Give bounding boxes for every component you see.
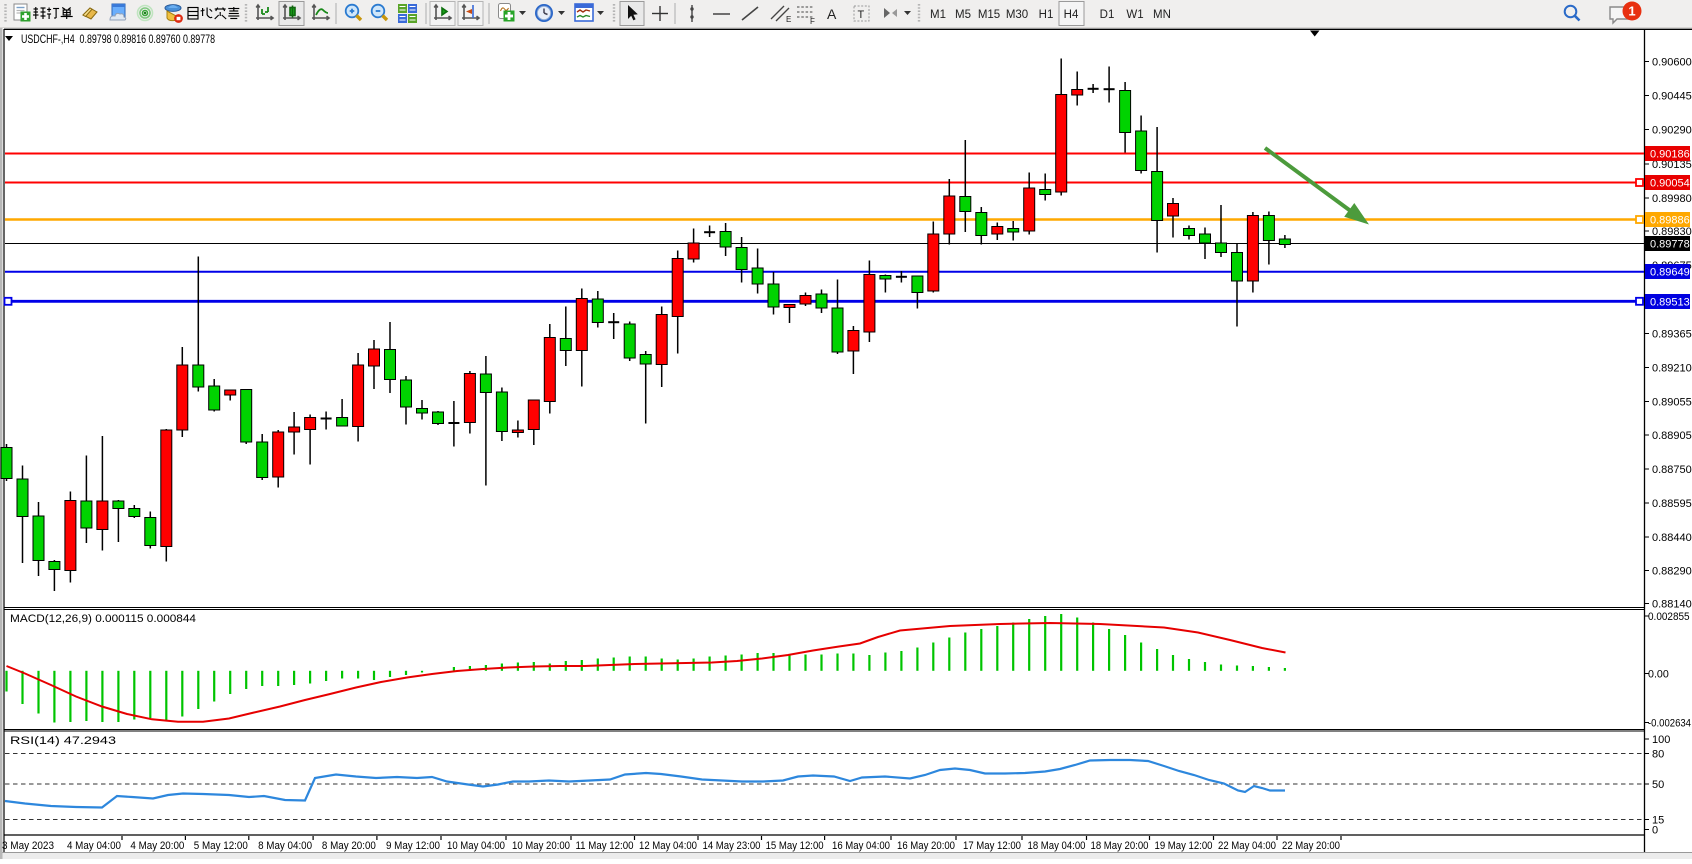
svg-text:W1: W1 [1126, 9, 1143, 21]
svg-text:80: 80 [1652, 749, 1664, 761]
svg-text:19 May 12:00: 19 May 12:00 [1155, 840, 1213, 852]
svg-text:12 May 04:00: 12 May 04:00 [639, 840, 697, 852]
svg-text:F: F [810, 17, 815, 26]
svg-text:18 May 20:00: 18 May 20:00 [1091, 840, 1149, 852]
svg-text:4 May 20:00: 4 May 20:00 [130, 840, 184, 852]
svg-text:0.89365: 0.89365 [1652, 329, 1692, 341]
svg-text:0.88750: 0.88750 [1652, 464, 1692, 476]
svg-text:8 May 04:00: 8 May 04:00 [258, 840, 312, 852]
svg-text:0.90135: 0.90135 [1652, 159, 1692, 171]
svg-text:15: 15 [1652, 815, 1664, 827]
svg-text:11 May 12:00: 11 May 12:00 [576, 840, 634, 852]
svg-text:MACD(12,26,9) 0.000115 0.00084: MACD(12,26,9) 0.000115 0.000844 [10, 613, 196, 625]
svg-text:M15: M15 [978, 9, 1000, 21]
svg-text:0.89055: 0.89055 [1652, 397, 1692, 409]
svg-text:0.90186: 0.90186 [1650, 149, 1690, 161]
svg-text:0.89886: 0.89886 [1650, 215, 1690, 227]
svg-text:4 May 04:00: 4 May 04:00 [67, 840, 121, 852]
svg-text:0.88440: 0.88440 [1652, 532, 1692, 544]
svg-text:16 May 04:00: 16 May 04:00 [832, 840, 890, 852]
svg-text:100: 100 [1652, 734, 1670, 746]
svg-text:0.90290: 0.90290 [1652, 125, 1692, 137]
svg-text:H1: H1 [1039, 9, 1054, 21]
svg-text:0.88140: 0.88140 [1652, 599, 1692, 611]
svg-text:10 May 20:00: 10 May 20:00 [512, 840, 570, 852]
svg-text:1: 1 [1628, 4, 1635, 19]
svg-text:A: A [827, 6, 837, 22]
svg-text:0.88595: 0.88595 [1652, 498, 1692, 510]
svg-text:0.89649: 0.89649 [1650, 267, 1690, 279]
svg-text:17 May 12:00: 17 May 12:00 [963, 840, 1021, 852]
svg-text:8 May 20:00: 8 May 20:00 [322, 840, 376, 852]
svg-text:M5: M5 [955, 9, 971, 21]
svg-text:0.88905: 0.88905 [1652, 430, 1692, 442]
svg-text:22 May 20:00: 22 May 20:00 [1282, 840, 1340, 852]
svg-text:M1: M1 [930, 9, 946, 21]
svg-text:10 May 04:00: 10 May 04:00 [447, 840, 505, 852]
svg-text:-0.002634: -0.002634 [1648, 718, 1691, 730]
svg-text:18 May 04:00: 18 May 04:00 [1028, 840, 1086, 852]
svg-text:0.89980: 0.89980 [1652, 193, 1692, 205]
svg-text:50: 50 [1652, 779, 1664, 791]
svg-text:0.89778: 0.89778 [1650, 239, 1690, 251]
svg-text:0.002855: 0.002855 [1648, 611, 1690, 623]
svg-text:0.90445: 0.90445 [1652, 91, 1692, 103]
svg-text:MN: MN [1153, 9, 1171, 21]
svg-text:0.00: 0.00 [1648, 669, 1669, 681]
svg-text:0.89830: 0.89830 [1652, 226, 1692, 238]
svg-text:RSI(14) 47.2943: RSI(14) 47.2943 [10, 735, 116, 747]
svg-text:USDCHF-,H4 0.89798 0.89816 0.: USDCHF-,H4 0.89798 0.89816 0.89760 0.897… [21, 32, 215, 46]
svg-text:0.90600: 0.90600 [1652, 57, 1692, 69]
svg-text:0.89513: 0.89513 [1650, 297, 1690, 309]
svg-text:9 May 12:00: 9 May 12:00 [386, 840, 440, 852]
svg-text:E: E [786, 15, 791, 24]
svg-text:3 May 2023: 3 May 2023 [2, 840, 54, 852]
svg-text:H4: H4 [1064, 9, 1079, 21]
svg-text:14 May 23:00: 14 May 23:00 [703, 840, 761, 852]
svg-text:0.90054: 0.90054 [1650, 178, 1690, 190]
svg-text:16 May 20:00: 16 May 20:00 [897, 840, 955, 852]
svg-text:22 May 04:00: 22 May 04:00 [1218, 840, 1276, 852]
svg-text:0: 0 [1652, 825, 1658, 837]
svg-text:5 May 12:00: 5 May 12:00 [194, 840, 248, 852]
svg-text:0.88290: 0.88290 [1652, 566, 1692, 578]
svg-text:T: T [858, 9, 865, 21]
svg-text:D1: D1 [1100, 9, 1115, 21]
svg-text:15 May 12:00: 15 May 12:00 [766, 840, 824, 852]
svg-text:M30: M30 [1006, 9, 1028, 21]
svg-text:0.89210: 0.89210 [1652, 363, 1692, 375]
